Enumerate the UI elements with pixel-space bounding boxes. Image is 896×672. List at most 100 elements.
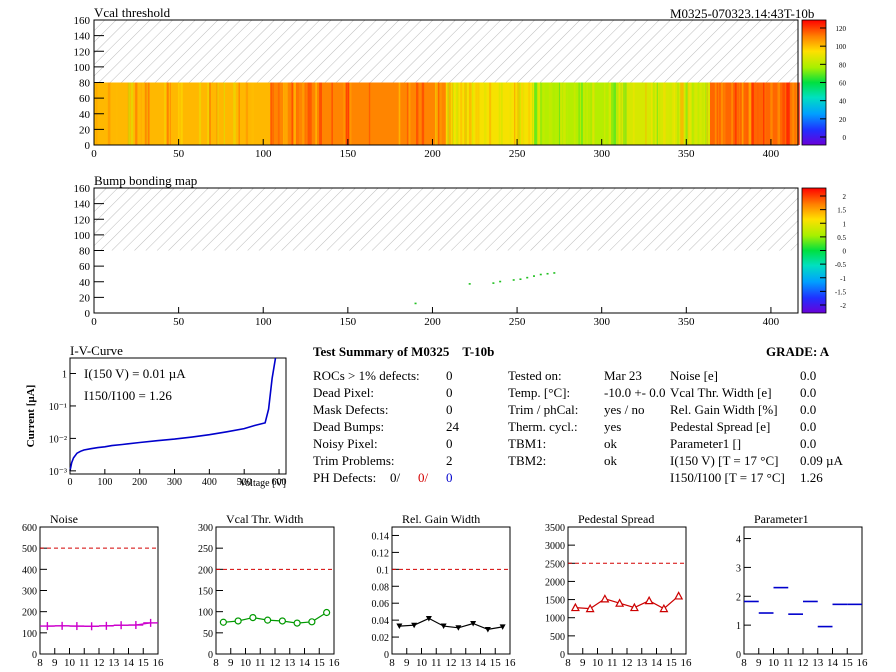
map-texture bbox=[786, 82, 788, 145]
colorbar-tick-label: 0 bbox=[843, 248, 847, 256]
x-tick-label: 11 bbox=[79, 657, 90, 669]
map-texture bbox=[439, 82, 442, 145]
map-texture bbox=[451, 82, 453, 145]
plot-frame bbox=[215, 526, 335, 655]
colorbar-tick-label: 0 bbox=[843, 134, 847, 142]
colorbar-tick-label: 60 bbox=[839, 80, 847, 88]
y-tick-label: 50 bbox=[203, 629, 213, 640]
y-tick-label: 60 bbox=[79, 93, 91, 105]
map-texture bbox=[302, 82, 305, 145]
colorbar-tick-label: -1 bbox=[840, 275, 846, 283]
colorbar-tick-label: 2 bbox=[843, 193, 847, 201]
mid-label-1: Temp. [°C]: bbox=[508, 385, 571, 400]
iv-annotation-0: I(150 V) = 0.01 µA bbox=[84, 366, 186, 381]
data-point-6 bbox=[308, 618, 316, 626]
map-texture bbox=[706, 82, 709, 145]
map-texture bbox=[616, 82, 618, 145]
map-texture bbox=[513, 82, 516, 145]
map-texture bbox=[669, 82, 672, 145]
map-texture bbox=[586, 82, 588, 145]
plot-frame bbox=[743, 526, 863, 655]
map-texture bbox=[718, 82, 719, 145]
map-texture bbox=[720, 82, 724, 145]
x-tick-label: 12 bbox=[94, 657, 105, 669]
map-texture bbox=[345, 82, 348, 145]
map-texture bbox=[687, 82, 690, 145]
map-texture bbox=[127, 82, 131, 145]
dead-bump-3 bbox=[499, 280, 502, 283]
map-texture bbox=[452, 82, 454, 145]
colorbar-tick-label: 120 bbox=[836, 25, 847, 33]
y-tick-label: 3000 bbox=[545, 541, 565, 552]
y-tick-label: 60 bbox=[79, 261, 91, 273]
map-texture bbox=[722, 82, 726, 145]
map-texture bbox=[790, 82, 793, 145]
y-tick-label: 0.14 bbox=[372, 531, 390, 542]
y-tick-label: 300 bbox=[198, 523, 213, 534]
map-texture bbox=[284, 82, 288, 145]
map-texture bbox=[623, 82, 626, 145]
data-point-3 bbox=[264, 616, 272, 624]
y-tick-label: 120 bbox=[74, 214, 91, 226]
ph-defects-value-0: 0/ bbox=[390, 470, 401, 485]
map-texture bbox=[209, 82, 211, 145]
data-point-6 bbox=[659, 603, 669, 613]
map-texture bbox=[734, 82, 737, 145]
x-tick-label: 10 bbox=[416, 657, 428, 669]
x-tick-label: 8 bbox=[741, 657, 747, 669]
y-tick-label: 40 bbox=[79, 277, 91, 289]
right-label-5: I(150 V) [T = 17 °C] bbox=[670, 453, 779, 468]
colorbar-tick-label: 40 bbox=[839, 98, 847, 106]
map-texture bbox=[624, 82, 627, 145]
map-texture bbox=[408, 82, 411, 145]
map-texture bbox=[522, 82, 525, 145]
map-texture bbox=[447, 82, 450, 145]
rel-gain-width-plot: Rel. Gain Width 8 9 10 11 12 13 14 15 16 0 0.02 0.04… bbox=[372, 512, 517, 669]
iv-x-tick-label: 200 bbox=[132, 477, 147, 488]
dead-bump-8 bbox=[539, 273, 542, 276]
map-texture bbox=[701, 82, 705, 145]
map-texture bbox=[319, 82, 322, 145]
map-texture bbox=[406, 82, 409, 145]
right-value-0: 0.0 bbox=[800, 368, 817, 383]
map-texture bbox=[147, 82, 150, 145]
y-tick-label: 160 bbox=[74, 183, 91, 195]
x-tick-label: 9 bbox=[404, 657, 410, 669]
map-texture bbox=[140, 82, 142, 145]
map-texture bbox=[563, 82, 566, 145]
x-tick-label: 150 bbox=[340, 148, 357, 160]
ph-defects-label: PH Defects: bbox=[313, 470, 377, 485]
map-texture bbox=[532, 82, 534, 145]
plot-frame bbox=[391, 526, 511, 655]
x-tick-label: 16 bbox=[505, 657, 517, 669]
map-texture bbox=[677, 82, 679, 145]
x-tick-label: 8 bbox=[213, 657, 219, 669]
mid-value-2: yes / no bbox=[604, 402, 645, 417]
map-texture bbox=[716, 82, 718, 145]
mid-label-5: TBM2: bbox=[508, 453, 547, 468]
map-texture bbox=[553, 82, 555, 145]
map-segment-3 bbox=[534, 82, 622, 145]
y-tick-label: 100 bbox=[22, 629, 37, 640]
map-texture bbox=[765, 82, 766, 145]
y-tick-label: 20 bbox=[79, 124, 91, 136]
map-texture bbox=[618, 82, 622, 145]
map-texture bbox=[169, 82, 171, 145]
y-tick-label: 140 bbox=[74, 31, 91, 43]
colorbar-tick-label: -0.5 bbox=[835, 261, 847, 269]
y-tick-label: 100 bbox=[198, 608, 213, 619]
map-texture bbox=[468, 82, 472, 145]
dead-bump-5 bbox=[519, 278, 522, 281]
left-value-4: 0 bbox=[446, 436, 453, 451]
y-tick-label: 0 bbox=[32, 650, 37, 661]
y-tick-label: 1500 bbox=[545, 596, 565, 607]
map-texture bbox=[307, 82, 310, 145]
map-texture bbox=[305, 82, 307, 145]
dead-bump-6 bbox=[526, 276, 529, 279]
mid-label-0: Tested on: bbox=[508, 368, 562, 383]
map-texture bbox=[582, 82, 585, 145]
y-tick-label: 0.1 bbox=[377, 565, 390, 576]
x-tick-label: 300 bbox=[593, 316, 610, 328]
